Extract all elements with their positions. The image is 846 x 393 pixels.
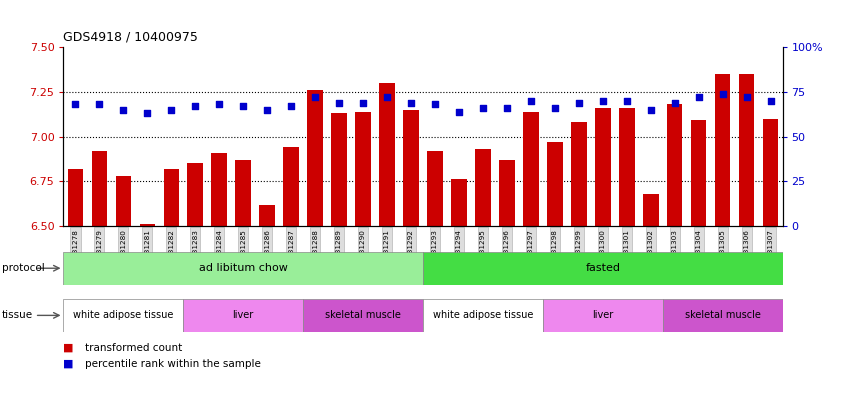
Bar <box>235 160 251 226</box>
Bar <box>423 252 783 285</box>
Point <box>524 97 537 104</box>
Bar <box>307 90 323 226</box>
Bar <box>91 151 107 226</box>
Bar <box>691 121 706 226</box>
Bar <box>184 299 303 332</box>
Point <box>404 99 418 106</box>
Point <box>572 99 585 106</box>
Text: skeletal muscle: skeletal muscle <box>684 310 761 320</box>
Bar <box>547 142 563 226</box>
Bar <box>451 180 467 226</box>
Bar <box>475 149 491 226</box>
Text: fasted: fasted <box>585 263 620 273</box>
Bar <box>423 299 543 332</box>
Bar <box>163 169 179 226</box>
Point <box>212 101 226 108</box>
Point <box>692 94 706 100</box>
Bar <box>499 160 514 226</box>
Point <box>428 101 442 108</box>
Point <box>739 94 753 100</box>
Text: white adipose tissue: white adipose tissue <box>433 310 533 320</box>
Point <box>140 110 154 116</box>
Bar <box>188 163 203 226</box>
Text: protocol: protocol <box>2 263 45 273</box>
Text: GDS4918 / 10400975: GDS4918 / 10400975 <box>63 30 198 43</box>
Bar <box>427 151 442 226</box>
Point <box>332 99 346 106</box>
Bar <box>303 299 423 332</box>
Point <box>452 108 465 115</box>
Point <box>716 90 729 97</box>
Point <box>380 94 393 100</box>
Point <box>69 101 82 108</box>
Point <box>92 101 106 108</box>
Point <box>164 107 178 113</box>
Bar <box>63 299 184 332</box>
Text: tissue: tissue <box>2 310 33 320</box>
Text: transformed count: transformed count <box>85 343 182 353</box>
Bar <box>739 74 755 226</box>
Text: liver: liver <box>592 310 613 320</box>
Bar <box>212 152 227 226</box>
Bar <box>404 110 419 226</box>
Point <box>356 99 370 106</box>
Text: ■: ■ <box>63 358 78 369</box>
Bar <box>260 204 275 226</box>
Point <box>308 94 321 100</box>
Point <box>500 105 514 111</box>
Point <box>644 107 657 113</box>
Point <box>548 105 562 111</box>
Bar <box>667 105 683 226</box>
Bar <box>355 112 371 226</box>
Text: white adipose tissue: white adipose tissue <box>74 310 173 320</box>
Point <box>764 97 777 104</box>
Bar <box>543 299 662 332</box>
Point <box>476 105 490 111</box>
Bar <box>68 169 83 226</box>
Bar <box>662 299 783 332</box>
Bar <box>643 194 658 226</box>
Bar <box>595 108 611 226</box>
Text: skeletal muscle: skeletal muscle <box>325 310 401 320</box>
Text: liver: liver <box>233 310 254 320</box>
Bar <box>523 112 539 226</box>
Point <box>620 97 634 104</box>
Bar <box>283 147 299 226</box>
Point <box>596 97 609 104</box>
Bar <box>379 83 395 226</box>
Point <box>236 103 250 109</box>
Text: percentile rank within the sample: percentile rank within the sample <box>85 358 261 369</box>
Point <box>284 103 298 109</box>
Bar <box>763 119 778 226</box>
Bar <box>140 224 155 226</box>
Bar <box>619 108 634 226</box>
Bar <box>116 176 131 226</box>
Text: ad libitum chow: ad libitum chow <box>199 263 288 273</box>
Point <box>117 107 130 113</box>
Bar <box>571 122 586 226</box>
Text: ■: ■ <box>63 343 78 353</box>
Bar <box>332 113 347 226</box>
Point <box>667 99 681 106</box>
Point <box>189 103 202 109</box>
Point <box>261 107 274 113</box>
Bar <box>63 252 423 285</box>
Bar <box>715 74 730 226</box>
